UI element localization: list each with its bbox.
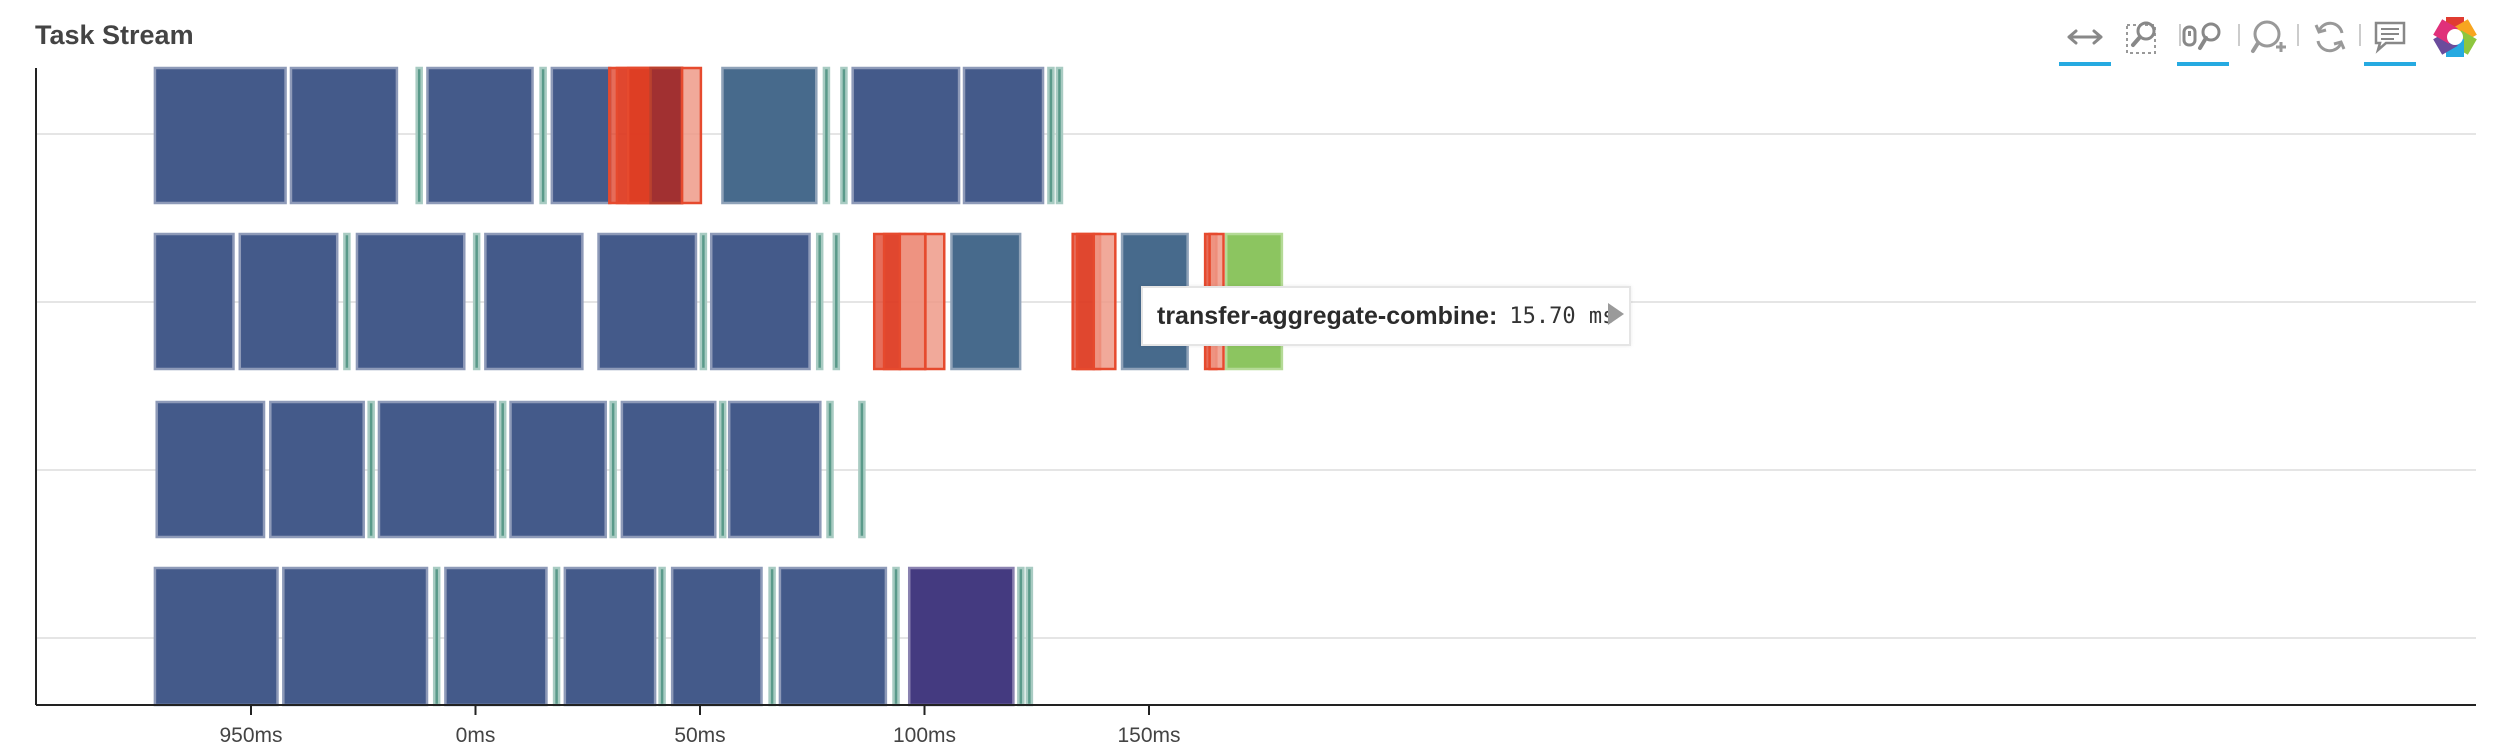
toolbar-separator <box>2238 24 2240 46</box>
task-bar-transfer[interactable] <box>1025 566 1034 707</box>
task-bar-transfer[interactable] <box>552 566 561 707</box>
task-bar-compute[interactable] <box>670 566 763 707</box>
bokeh-logo-icon <box>2433 17 2477 57</box>
task-bar-compute[interactable] <box>269 400 365 539</box>
task-bar-transfer[interactable] <box>1055 66 1064 205</box>
zoom-in-tool-button[interactable] <box>2244 12 2296 62</box>
task-bar-compute[interactable] <box>289 66 399 205</box>
task-bar-transfer[interactable] <box>858 400 866 539</box>
task-bar-transfer[interactable] <box>658 566 666 707</box>
toolbar-separator <box>2359 24 2361 46</box>
task-bar-transfer[interactable] <box>415 66 423 205</box>
task-bars <box>153 66 1284 707</box>
grid-lines <box>36 133 2476 639</box>
task-bar-compute-teal[interactable] <box>721 66 818 205</box>
task-bar-transfer[interactable] <box>432 566 441 707</box>
task-bar-compute[interactable] <box>377 400 497 539</box>
x-tick-label: 100ms <box>893 724 956 747</box>
task-bar-compute[interactable] <box>444 566 548 707</box>
task-bar-compute[interactable] <box>709 232 811 371</box>
tooltip-label: transfer-aggregate-combine: <box>1157 301 1498 330</box>
reset-tool-button[interactable] <box>2304 12 2356 62</box>
task-bar-compute[interactable] <box>155 400 266 539</box>
task-bar-transfer[interactable] <box>367 400 375 539</box>
horizontal-arrows-icon <box>2067 29 2103 45</box>
box-zoom-icon <box>2126 21 2156 54</box>
task-bar-transfer-red-light[interactable] <box>1092 232 1117 371</box>
task-bar-transfer-dark[interactable] <box>649 66 684 205</box>
task-bar-compute[interactable] <box>153 66 287 205</box>
task-bar-transfer[interactable] <box>539 66 547 205</box>
chart-title: Task Stream <box>35 20 194 50</box>
task-bar-compute[interactable] <box>509 400 607 539</box>
task-bar-transfer[interactable] <box>718 400 727 539</box>
task-bar-compute[interactable] <box>153 566 279 707</box>
task-bar-transfer[interactable] <box>892 566 900 707</box>
wheel-zoom-tool-button[interactable] <box>2177 12 2229 66</box>
task-bar-compute[interactable] <box>550 66 612 205</box>
zoom-in-icon <box>2251 20 2286 53</box>
hover-tool-button[interactable] <box>2364 12 2416 66</box>
task-bar-transfer[interactable] <box>343 232 351 371</box>
tooltip-arrow-icon <box>1608 303 1624 325</box>
task-bar-compute[interactable] <box>597 232 698 371</box>
task-bar-compute[interactable] <box>355 232 466 371</box>
task-bar-transfer[interactable] <box>1047 66 1055 205</box>
task-bar-transfer-red-light[interactable] <box>680 66 703 205</box>
task-bar-transfer[interactable] <box>768 566 776 707</box>
xpan-tool-button[interactable] <box>2059 12 2111 66</box>
task-bar-transfer-red-light[interactable] <box>924 232 946 371</box>
task-bar-transfer[interactable] <box>498 400 507 539</box>
x-tick-label: 950ms <box>219 724 282 747</box>
task-bar-compute[interactable] <box>563 566 657 707</box>
task-bar-transfer[interactable] <box>832 232 841 371</box>
tooltip-value: 15.70 ms <box>1509 303 1616 329</box>
box-zoom-tool-button[interactable] <box>2118 12 2170 62</box>
task-bar-transfer-red-light[interactable] <box>898 232 927 371</box>
task-bar-transfer[interactable] <box>822 66 831 205</box>
task-bar-compute[interactable] <box>238 232 339 371</box>
toolbar-separator <box>2297 24 2299 46</box>
toolbar-separator <box>2179 24 2181 46</box>
task-bar-transfer[interactable] <box>699 232 708 371</box>
hover-icon <box>2374 21 2406 54</box>
task-bar-transfer[interactable] <box>840 66 848 205</box>
task-bar-compute[interactable] <box>620 400 717 539</box>
task-bar-compute[interactable] <box>778 566 888 707</box>
reset-icon <box>2314 21 2346 53</box>
task-bar-transfer[interactable] <box>609 400 617 539</box>
task-bar-compute[interactable] <box>282 566 429 707</box>
x-tick-label: 50ms <box>674 724 725 747</box>
task-bar-compute-purple[interactable] <box>907 566 1015 707</box>
task-bar-transfer[interactable] <box>472 232 481 371</box>
task-bar-compute[interactable] <box>962 66 1045 205</box>
bokeh-logo-link[interactable] <box>2429 12 2481 62</box>
task-bar-transfer[interactable] <box>815 232 824 371</box>
task-bar-compute-teal[interactable] <box>950 232 1022 371</box>
x-tick-label: 0ms <box>456 724 496 747</box>
task-bar-transfer[interactable] <box>826 400 834 539</box>
task-bar-compute[interactable] <box>426 66 534 205</box>
task-bar-compute[interactable] <box>484 232 584 371</box>
wheel-zoom-icon <box>2182 22 2221 50</box>
x-tick-label: 150ms <box>1117 724 1180 747</box>
task-bar-compute[interactable] <box>851 66 961 205</box>
task-bar-transfer[interactable] <box>1017 566 1025 707</box>
task-bar-compute[interactable] <box>727 400 822 539</box>
axes: 950ms 0ms 50ms 100ms 150ms <box>35 68 2476 747</box>
hover-tooltip: transfer-aggregate-combine: 15.70 ms <box>1141 286 1632 346</box>
task-bar-compute[interactable] <box>153 232 235 371</box>
